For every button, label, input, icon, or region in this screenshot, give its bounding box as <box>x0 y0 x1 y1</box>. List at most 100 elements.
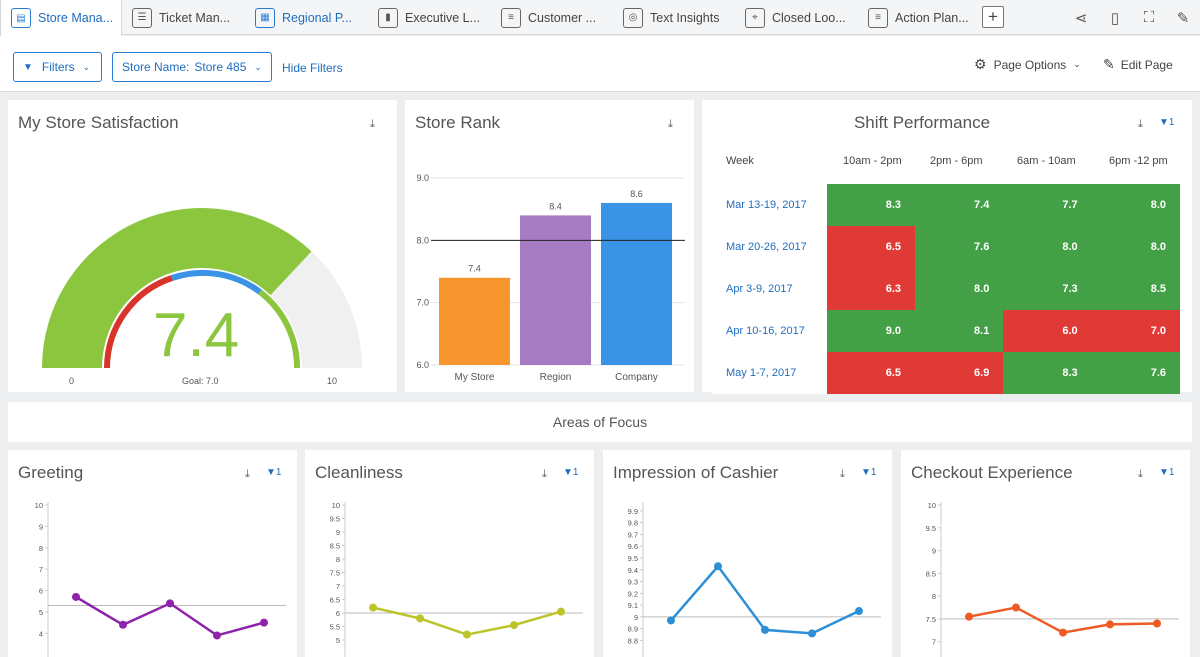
data-point[interactable] <box>714 562 722 571</box>
hide-filters-link[interactable]: Hide Filters <box>282 61 343 75</box>
data-point[interactable] <box>855 607 863 616</box>
heatmap-cell[interactable]: 8.0 <box>1091 184 1180 226</box>
week-link[interactable]: Apr 3-9, 2017 <box>712 268 827 310</box>
download-icon[interactable]: ⤓ <box>668 118 673 130</box>
data-point[interactable] <box>1153 619 1161 628</box>
heatmap-cell[interactable]: 7.6 <box>915 226 1004 268</box>
store-rank-title: Store Rank <box>415 113 501 132</box>
heatmap-cell[interactable]: 6.5 <box>826 226 916 268</box>
focus-line-chart: 5 5.5 6 6.5 7 7.5 8 8.5 9 9.5 10 <box>330 501 583 657</box>
fullscreen-icon[interactable]: ⛶ <box>1143 9 1155 26</box>
tab-5[interactable]: ◎ Text Insights <box>613 0 735 35</box>
tab-7[interactable]: ≡ Action Plan... <box>858 0 976 35</box>
heatmap-cell[interactable]: 7.0 <box>1091 310 1180 352</box>
store-name-filter[interactable]: Store Name: Store 485 ⌄ <box>112 52 272 82</box>
tab-6[interactable]: ⌖ Closed Loo... <box>735 0 858 35</box>
data-point[interactable] <box>72 592 80 601</box>
week-link[interactable]: Apr 10-16, 2017 <box>712 310 827 352</box>
data-point[interactable] <box>260 618 268 627</box>
y-tick-label: 8.5 <box>330 541 340 550</box>
edit-page-label: Edit Page <box>1120 57 1173 72</box>
download-icon[interactable]: ⤓ <box>1138 118 1143 130</box>
heatmap-cell[interactable]: 8.0 <box>915 268 1004 310</box>
data-point[interactable] <box>808 629 816 638</box>
heatmap-cell[interactable]: 8.1 <box>915 310 1004 352</box>
heatmap-cell[interactable]: 8.0 <box>1091 226 1180 268</box>
download-icon[interactable]: ⤓ <box>245 468 250 480</box>
heatmap-cell[interactable]: 8.3 <box>1003 352 1092 394</box>
heatmap-cell[interactable]: 6.9 <box>915 352 1004 394</box>
data-point[interactable] <box>510 621 518 630</box>
data-point[interactable] <box>369 603 377 612</box>
heatmap-cell[interactable]: 6.0 <box>1003 310 1092 352</box>
data-point[interactable] <box>557 607 565 616</box>
focus-card: Checkout Experience ⤓ ▼1 7 7.5 8 8.5 9 9.5 10 <box>901 450 1190 657</box>
data-point[interactable] <box>667 616 675 625</box>
heatmap-cell[interactable]: 7.4 <box>915 184 1004 226</box>
y-tick-label: 9.6 <box>628 542 638 551</box>
data-point[interactable] <box>1059 628 1067 637</box>
share-icon[interactable]: ⋖ <box>1074 9 1088 27</box>
add-tab-button[interactable]: + <box>982 6 1004 28</box>
focus-line-chart: 8.8 8.9 9 9.1 9.2 9.3 9.4 9.5 9.6 9.7 9.8 9.9 <box>628 502 881 657</box>
data-point[interactable] <box>166 599 174 608</box>
mobile-icon[interactable]: ▯ <box>1110 9 1120 27</box>
heatmap-cell[interactable]: 9.0 <box>826 310 916 352</box>
tab-label: Ticket Man... <box>159 10 231 25</box>
heatmap-cell[interactable]: 7.6 <box>1091 352 1180 394</box>
week-link[interactable]: Mar 13-19, 2017 <box>712 184 827 226</box>
focus-card: Cleanliness ⤓ ▼1 5 5.5 6 6.5 7 7.5 8 8.5 9 9.5 10 <box>305 450 594 657</box>
data-point[interactable] <box>965 612 973 621</box>
filters-button[interactable]: ▼ Filters ⌄ <box>13 52 102 82</box>
tab-0[interactable]: ▤ Store Mana... <box>0 0 122 36</box>
store-rank-chart: 6.0 7.0 8.0 9.0 7.4 My Store 8.4 Region 8.6 Compa… <box>416 173 685 383</box>
data-point[interactable] <box>416 614 424 623</box>
tab-2[interactable]: ▦ Regional P... <box>245 0 368 35</box>
heatmap-cell[interactable]: 6.3 <box>826 268 916 310</box>
download-icon[interactable]: ⤓ <box>1138 468 1143 480</box>
heatmap-cell[interactable]: 6.5 <box>826 352 916 394</box>
filter-count-badge[interactable]: ▼1 <box>861 467 877 478</box>
focus-card: Impression of Cashier ⤓ ▼1 8.8 8.9 9 9.1 9.2 9.3… <box>603 450 892 657</box>
y-tick-label: 6.0 <box>416 360 429 370</box>
focus-line-chart: 4 5 6 7 8 9 10 <box>35 501 286 657</box>
filter-count-badge[interactable]: ▼1 <box>563 467 579 478</box>
bar[interactable] <box>601 202 672 365</box>
download-icon[interactable]: ⤓ <box>840 468 845 480</box>
list-icon: ☰ <box>132 7 152 28</box>
heatmap-cell[interactable]: 8.5 <box>1091 268 1180 310</box>
download-icon[interactable]: ⤓ <box>542 468 547 480</box>
heatmap-cell[interactable]: 7.7 <box>1003 184 1092 226</box>
filter-count-badge[interactable]: ▼1 <box>266 467 282 478</box>
week-link[interactable]: May 1-7, 2017 <box>712 352 827 394</box>
store-rank-card: Store Rank ⤓ 6.0 7.0 8.0 9.0 7.4 My Store 8.4 R… <box>405 100 694 392</box>
tab-3[interactable]: ▮ Executive L... <box>368 0 491 35</box>
data-point[interactable] <box>119 620 127 629</box>
data-point[interactable] <box>213 631 221 640</box>
store-filter-value: Store 485 <box>194 60 247 74</box>
bar[interactable] <box>439 277 510 365</box>
page-options-button[interactable]: ⚙ Page Options ⌄ <box>974 56 1081 73</box>
filter-count-badge[interactable]: ▼1 <box>1159 117 1175 128</box>
heatmap-cell[interactable]: 8.3 <box>826 184 916 226</box>
y-tick-label: 7 <box>39 565 43 574</box>
data-point[interactable] <box>463 630 471 639</box>
tab-4[interactable]: ≡ Customer ... <box>491 0 613 35</box>
tab-label: Closed Loo... <box>772 10 846 25</box>
heatmap-cell[interactable]: 7.3 <box>1003 268 1092 310</box>
brush-icon[interactable]: ✎ <box>1176 9 1190 27</box>
bar[interactable] <box>520 215 591 365</box>
download-icon[interactable]: ⤓ <box>370 118 375 130</box>
data-point[interactable] <box>1012 603 1020 612</box>
gauge-inner-green <box>258 289 301 369</box>
clipboard-icon: ▤ <box>11 8 31 28</box>
filter-count-badge[interactable]: ▼1 <box>1159 467 1175 478</box>
y-tick-label: 4 <box>39 629 43 638</box>
tab-1[interactable]: ☰ Ticket Man... <box>122 0 245 35</box>
edit-page-button[interactable]: ✎ Edit Page <box>1103 56 1173 73</box>
x-tick-label: Company <box>615 372 658 383</box>
week-link[interactable]: Mar 20-26, 2017 <box>712 226 827 268</box>
heatmap-cell[interactable]: 8.0 <box>1003 226 1092 268</box>
data-point[interactable] <box>761 625 769 634</box>
data-point[interactable] <box>1106 620 1114 629</box>
